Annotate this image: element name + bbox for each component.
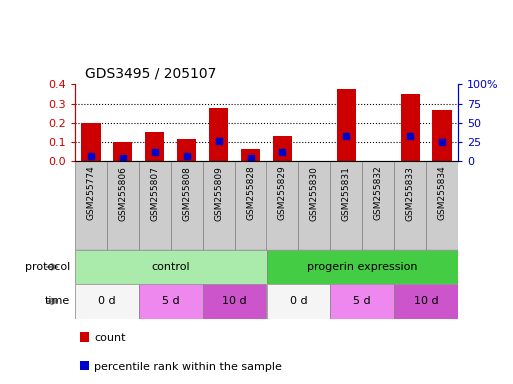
Bar xyxy=(113,142,132,161)
Text: GSM255807: GSM255807 xyxy=(150,166,160,220)
Bar xyxy=(234,161,266,250)
Text: 0 d: 0 d xyxy=(98,296,116,306)
Text: GSM255832: GSM255832 xyxy=(373,166,383,220)
Bar xyxy=(299,161,330,250)
Text: protocol: protocol xyxy=(25,262,70,272)
Bar xyxy=(107,161,139,250)
Text: GSM255830: GSM255830 xyxy=(310,166,319,220)
Bar xyxy=(266,161,299,250)
Text: control: control xyxy=(151,262,190,272)
Bar xyxy=(266,250,458,284)
Text: 5 d: 5 d xyxy=(162,296,180,306)
Bar xyxy=(75,250,266,284)
Text: time: time xyxy=(45,296,70,306)
Text: count: count xyxy=(94,333,126,343)
Bar xyxy=(273,136,292,161)
Bar xyxy=(209,109,228,161)
Text: GSM255829: GSM255829 xyxy=(278,166,287,220)
Bar xyxy=(401,94,420,161)
Bar xyxy=(82,123,101,161)
Text: GSM255774: GSM255774 xyxy=(87,166,95,220)
Text: 0 d: 0 d xyxy=(290,296,307,306)
Text: GSM255809: GSM255809 xyxy=(214,166,223,220)
Bar xyxy=(75,284,139,319)
Bar xyxy=(330,284,394,319)
Bar xyxy=(203,161,234,250)
Bar xyxy=(432,111,451,161)
Text: 10 d: 10 d xyxy=(414,296,439,306)
Text: GSM255808: GSM255808 xyxy=(182,166,191,220)
Text: progerin expression: progerin expression xyxy=(307,262,418,272)
Bar xyxy=(203,284,266,319)
Bar xyxy=(337,89,356,161)
Bar xyxy=(177,139,196,161)
Text: GSM255833: GSM255833 xyxy=(406,166,415,220)
Bar xyxy=(75,161,107,250)
Bar xyxy=(394,161,426,250)
Bar xyxy=(139,284,203,319)
Bar xyxy=(426,161,458,250)
Bar xyxy=(241,149,260,161)
Bar xyxy=(139,161,171,250)
Text: GSM255828: GSM255828 xyxy=(246,166,255,220)
Bar xyxy=(394,284,458,319)
Bar xyxy=(330,161,362,250)
Bar xyxy=(266,284,330,319)
Text: 5 d: 5 d xyxy=(353,296,371,306)
Bar xyxy=(171,161,203,250)
Text: GSM255831: GSM255831 xyxy=(342,166,351,220)
Text: GSM255834: GSM255834 xyxy=(438,166,446,220)
Text: percentile rank within the sample: percentile rank within the sample xyxy=(94,362,282,372)
Text: GDS3495 / 205107: GDS3495 / 205107 xyxy=(85,67,216,81)
Bar xyxy=(145,132,164,161)
Bar xyxy=(362,161,394,250)
Text: GSM255806: GSM255806 xyxy=(119,166,127,220)
Text: 10 d: 10 d xyxy=(222,296,247,306)
